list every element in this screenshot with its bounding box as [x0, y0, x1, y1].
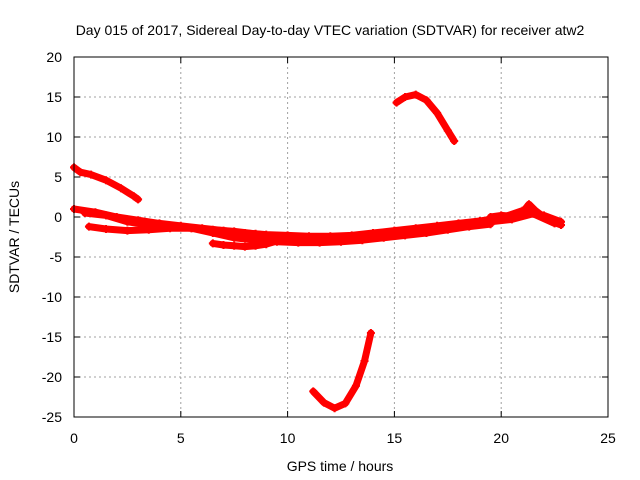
- data-series: [70, 90, 566, 413]
- data-point-marker: [497, 211, 506, 220]
- x-axis-label: GPS time / hours: [287, 458, 394, 474]
- data-point-marker: [392, 98, 401, 107]
- data-point-marker: [351, 381, 360, 390]
- data-point-marker: [102, 176, 111, 185]
- y-tick-label: -10: [42, 289, 62, 305]
- data-point-marker: [422, 96, 431, 105]
- data-point-marker: [465, 222, 474, 231]
- y-tick-label: -25: [42, 409, 62, 425]
- data-point-marker: [230, 241, 239, 250]
- data-point-marker: [422, 229, 431, 237]
- data-point-marker: [230, 233, 239, 242]
- data-point-marker: [240, 242, 249, 251]
- data-point-marker: [134, 195, 143, 204]
- data-point-marker: [518, 208, 527, 217]
- data-point-marker: [102, 211, 111, 220]
- data-point-marker: [486, 220, 495, 229]
- y-tick-label: -15: [42, 329, 62, 345]
- y-tick-label: 0: [54, 209, 62, 225]
- series-trace: [393, 91, 458, 145]
- data-point-marker: [401, 93, 410, 101]
- x-tick-label: 10: [280, 430, 296, 446]
- plot-frame: [73, 56, 609, 418]
- data-point-marker: [283, 233, 292, 242]
- data-point-marker: [166, 224, 175, 233]
- series-late-spikes: [486, 200, 566, 229]
- data-point-marker: [102, 225, 111, 233]
- y-tick-label: 15: [46, 89, 62, 105]
- y-tick-label: -20: [42, 369, 62, 385]
- x-tick-label: 0: [70, 430, 78, 446]
- x-tick-label: 15: [387, 430, 403, 446]
- data-point-marker: [433, 109, 442, 117]
- data-point-marker: [129, 192, 138, 201]
- data-point-marker: [548, 217, 557, 226]
- data-point-marker: [123, 217, 132, 226]
- data-point-marker: [330, 404, 339, 413]
- y-tick-label: -5: [50, 249, 63, 265]
- data-point-marker: [294, 238, 303, 247]
- data-point-marker: [539, 213, 548, 221]
- series-high-arc: [392, 90, 459, 145]
- x-tick-label: 25: [600, 430, 616, 446]
- data-point-marker: [341, 399, 350, 408]
- data-point-marker: [272, 237, 281, 245]
- data-point-marker: [366, 329, 375, 337]
- series-early-high: [70, 163, 143, 204]
- data-point-marker: [486, 213, 495, 221]
- data-point-marker: [524, 200, 533, 209]
- data-point-marker: [401, 231, 410, 240]
- y-tick-label: 10: [46, 129, 62, 145]
- series-low-arc: [309, 329, 375, 413]
- data-point-marker: [450, 137, 459, 145]
- data-point-marker: [208, 239, 217, 248]
- chart-title: Day 015 of 2017, Sidereal Day-to-day VTE…: [76, 22, 585, 38]
- y-tick-label: 5: [54, 169, 62, 185]
- data-point-marker: [337, 237, 345, 246]
- x-tick-label: 5: [177, 430, 185, 446]
- data-point-marker: [360, 357, 369, 365]
- data-point-marker: [358, 236, 367, 245]
- data-point-marker: [379, 233, 388, 242]
- data-point-marker: [557, 221, 566, 229]
- data-point-marker: [144, 225, 153, 234]
- data-point-marker: [531, 206, 540, 215]
- data-point-marker: [219, 241, 228, 249]
- data-point-marker: [443, 126, 452, 135]
- tick-labels: 0 5 10 15 20 25 20 15 10 5 0 -5 -10 -15 -20 -25: [42, 49, 616, 446]
- data-point-marker: [80, 209, 89, 217]
- data-point-marker: [84, 222, 93, 231]
- data-point-marker: [319, 398, 328, 407]
- data-point-marker: [76, 168, 85, 177]
- series-evening-dip: [208, 233, 292, 251]
- data-point-marker: [443, 225, 452, 234]
- data-point-marker: [123, 226, 132, 235]
- data-point-marker: [411, 90, 420, 99]
- data-point-marker: [116, 184, 125, 193]
- series-trace: [309, 329, 375, 412]
- data-point-marker: [315, 238, 324, 247]
- data-point-marker: [507, 212, 516, 221]
- data-point-marker: [87, 170, 96, 179]
- data-point-marker: [309, 387, 318, 396]
- y-tick-label: 20: [46, 49, 62, 65]
- axis-ticks: [73, 56, 609, 418]
- data-point-marker: [262, 240, 271, 249]
- y-axis-label: SDTVAR / TECUs: [6, 181, 22, 293]
- x-tick-label: 20: [493, 430, 509, 446]
- data-point-marker: [251, 241, 260, 250]
- data-point-marker: [208, 229, 217, 237]
- data-point-marker: [187, 224, 196, 233]
